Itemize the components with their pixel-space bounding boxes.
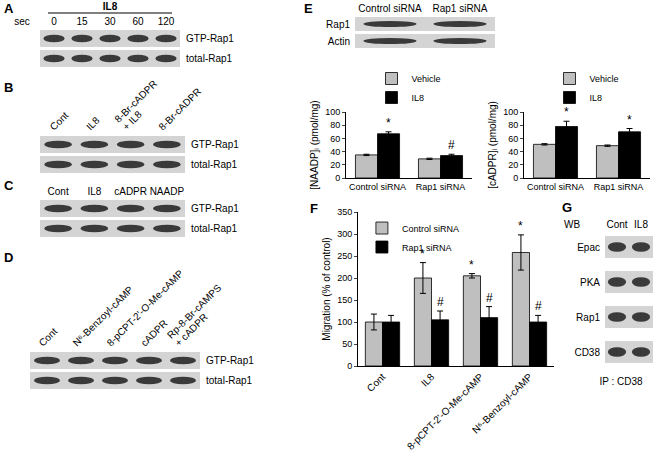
svg-text:Actin: Actin [328,36,350,47]
svg-text:Control siRNA: Control siRNA [349,182,406,192]
svg-text:*: * [627,113,632,127]
svg-text:CD38: CD38 [574,347,600,358]
svg-text:B: B [4,80,13,95]
svg-text:*: * [420,247,425,261]
svg-text:Epac: Epac [577,242,600,253]
svg-text:F: F [310,201,318,216]
svg-text:Rap1 siRNA: Rap1 siRNA [402,243,452,253]
svg-text:IL8: IL8 [84,114,102,132]
svg-text:*: * [564,105,569,119]
svg-text:200: 200 [337,273,352,283]
svg-text:350: 350 [337,207,352,217]
svg-text:A: A [4,1,14,16]
svg-text:8-pCPT-2'-O-Me-cAMP: 8-pCPT-2'-O-Me-cAMP [104,267,186,349]
svg-text:*: * [469,258,474,272]
svg-text:N⁶-Benzoyl-cAMP: N⁶-Benzoyl-cAMP [470,371,535,436]
svg-text:50: 50 [342,339,352,349]
svg-text:Cont: Cont [365,371,388,394]
svg-text:IL8: IL8 [87,186,101,197]
svg-text:Cont: Cont [606,219,627,230]
svg-text:Cont: Cont [48,186,69,197]
svg-text:300: 300 [337,229,352,239]
svg-text:[cADPR]ᵢ (pmol/mg): [cADPR]ᵢ (pmol/mg) [487,101,498,189]
svg-text:GTP-Rap1: GTP-Rap1 [191,139,239,150]
svg-text:IL8: IL8 [634,219,648,230]
svg-text:100: 100 [325,107,340,117]
svg-text:IL8: IL8 [419,371,437,389]
svg-text:30: 30 [104,16,116,27]
svg-text:C: C [4,178,14,193]
svg-text:GTP-Rap1: GTP-Rap1 [186,33,234,44]
svg-text:GTP-Rap1: GTP-Rap1 [206,355,254,366]
svg-text:total-Rap1: total-Rap1 [186,53,233,64]
svg-text:[NAADP]ᵢ (pmol/mg): [NAADP]ᵢ (pmol/mg) [309,100,320,189]
svg-text:*: * [386,116,391,130]
svg-text:Cont: Cont [37,326,60,349]
svg-text:60: 60 [330,134,340,144]
svg-text:Cont: Cont [48,110,71,133]
svg-text:cADPR: cADPR [138,317,170,349]
svg-text:sec: sec [14,16,30,27]
svg-text:Vehicle: Vehicle [590,74,619,84]
svg-text:IL8: IL8 [412,93,425,103]
svg-text:60: 60 [132,16,144,27]
svg-text:Vehicle: Vehicle [412,74,441,84]
svg-text:#: # [448,138,455,152]
svg-text:40: 40 [330,147,340,157]
html-text:8-Br-cADPR: 8-Br-cADPR [112,78,160,125]
svg-text:250: 250 [337,251,352,261]
svg-text:15: 15 [76,16,88,27]
svg-text:total-Rap1: total-Rap1 [206,375,253,386]
svg-text:0: 0 [347,361,352,371]
svg-text:20: 20 [508,160,518,170]
svg-text:Migration (% of control): Migration (% of control) [321,237,332,340]
svg-text:*: * [518,219,523,233]
svg-text:Rap1: Rap1 [326,19,350,30]
svg-text:Control siRNA: Control siRNA [527,182,584,192]
svg-text:E: E [304,1,313,16]
svg-text:N⁶-Benzoyl-cAMP: N⁶-Benzoyl-cAMP [71,284,136,349]
svg-text:total-Rap1: total-Rap1 [191,223,238,234]
svg-text:IP : CD38: IP : CD38 [599,376,643,387]
svg-text:Control siRNA: Control siRNA [358,3,422,14]
svg-text:60: 60 [508,134,518,144]
svg-text:#: # [437,295,444,309]
html-text:+ IL8: + IL8 [120,108,144,133]
svg-text:Rap1 siRNA: Rap1 siRNA [416,182,466,192]
svg-text:GTP-Rap1: GTP-Rap1 [191,203,239,214]
svg-text:20: 20 [330,160,340,170]
svg-text:80: 80 [508,120,518,130]
svg-text:0: 0 [513,173,518,183]
svg-text:40: 40 [508,147,518,157]
svg-text:total-Rap1: total-Rap1 [191,159,238,170]
svg-text:100: 100 [503,107,518,117]
svg-text:PKA: PKA [580,277,600,288]
svg-text:Rap1: Rap1 [576,312,600,323]
svg-text:IL8: IL8 [103,1,118,12]
svg-text:80: 80 [330,120,340,130]
svg-text:G: G [562,200,572,215]
svg-text:NAADP: NAADP [150,186,185,197]
svg-text:120: 120 [158,16,175,27]
svg-text:#: # [486,291,493,305]
svg-text:150: 150 [337,295,352,305]
svg-text:0: 0 [51,16,57,27]
svg-text:8-pCPT-2'-O-Me-cAMP: 8-pCPT-2'-O-Me-cAMP [405,371,486,452]
svg-text:8-Br-cADPR: 8-Br-cADPR [157,86,204,133]
svg-text:Rp-8-Br-cAMPS+ cADPR: Rp-8-Br-cAMPS+ cADPR [165,282,231,348]
svg-text:100: 100 [337,317,352,327]
svg-text:cADPR: cADPR [114,186,147,197]
svg-text:D: D [4,250,13,265]
svg-text:IL8: IL8 [590,93,603,103]
svg-text:Control siRNA: Control siRNA [402,224,459,234]
svg-text:#: # [535,299,542,313]
svg-text:Rap1 siRNA: Rap1 siRNA [594,182,644,192]
svg-text:0: 0 [335,173,340,183]
svg-text:Rap1 siRNA: Rap1 siRNA [432,3,487,14]
svg-text:WB: WB [564,219,580,230]
